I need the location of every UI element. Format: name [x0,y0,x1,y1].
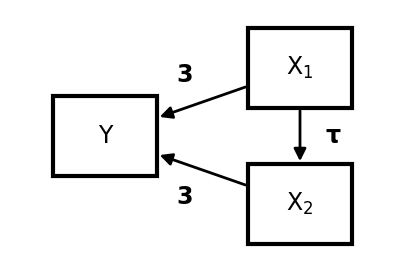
Bar [53,96,157,176]
Bar [248,28,352,108]
Bar [248,164,352,244]
Text: X$_2$: X$_2$ [286,191,314,217]
Text: τ: τ [326,124,341,148]
Text: Y: Y [98,124,112,148]
Text: 3: 3 [177,185,193,209]
Text: 3: 3 [177,63,193,87]
Text: X$_1$: X$_1$ [286,55,314,81]
